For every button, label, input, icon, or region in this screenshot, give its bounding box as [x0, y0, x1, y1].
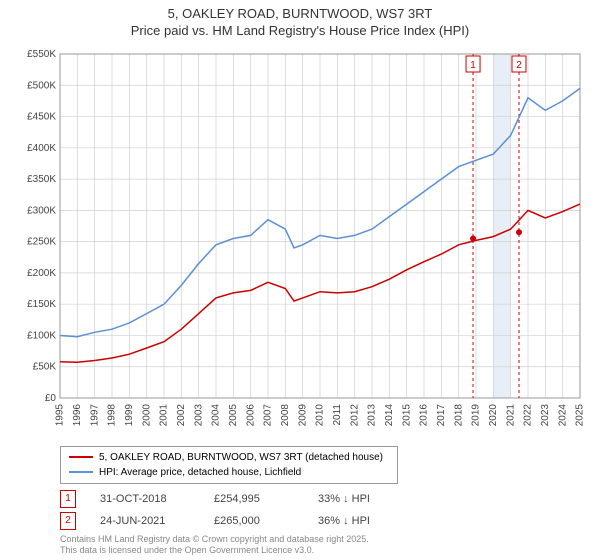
marker-delta: 33% ↓ HPI	[318, 493, 398, 505]
svg-text:£100K: £100K	[27, 330, 56, 341]
legend-item-price-paid: 5, OAKLEY ROAD, BURNTWOOD, WS7 3RT (deta…	[69, 450, 389, 465]
svg-text:2017: 2017	[436, 403, 447, 426]
svg-text:2025: 2025	[575, 403, 586, 426]
svg-text:£150K: £150K	[27, 299, 56, 310]
svg-text:2011: 2011	[332, 403, 343, 425]
svg-text:£200K: £200K	[27, 268, 56, 279]
attribution-line-1: Contains HM Land Registry data © Crown c…	[60, 534, 600, 545]
chart-svg: £0 £50K £100K £150K £200K £250K £300K £350K £400…	[10, 44, 590, 444]
svg-text:2013: 2013	[367, 403, 378, 426]
svg-text:1996: 1996	[72, 403, 83, 426]
legend-label: 5, OAKLEY ROAD, BURNTWOOD, WS7 3RT (deta…	[99, 450, 383, 465]
svg-text:2001: 2001	[159, 403, 170, 426]
svg-text:2005: 2005	[228, 403, 239, 426]
svg-text:2008: 2008	[280, 403, 291, 426]
svg-text:2004: 2004	[211, 403, 222, 426]
svg-text:2020: 2020	[488, 403, 499, 426]
chart-container: 5, OAKLEY ROAD, BURNTWOOD, WS7 3RT Price…	[0, 0, 600, 560]
svg-text:2024: 2024	[557, 403, 568, 426]
svg-text:2023: 2023	[540, 403, 551, 426]
svg-text:2007: 2007	[263, 403, 274, 426]
attribution-line-2: This data is licensed under the Open Gov…	[60, 545, 600, 556]
svg-text:£250K: £250K	[27, 236, 56, 247]
chart-title: 5, OAKLEY ROAD, BURNTWOOD, WS7 3RT Price…	[0, 0, 600, 40]
svg-text:2003: 2003	[193, 403, 204, 426]
legend: 5, OAKLEY ROAD, BURNTWOOD, WS7 3RT (deta…	[60, 446, 398, 484]
marker-table: 1 31-OCT-2018 £254,995 33% ↓ HPI 2 24-JU…	[60, 490, 600, 530]
svg-text:2016: 2016	[419, 403, 430, 426]
svg-text:2015: 2015	[401, 403, 412, 426]
legend-swatch	[69, 456, 93, 458]
svg-text:2009: 2009	[297, 403, 308, 426]
marker-row-1: 1 31-OCT-2018 £254,995 33% ↓ HPI	[60, 490, 600, 508]
svg-text:£0: £0	[45, 393, 57, 404]
svg-text:£300K: £300K	[27, 205, 56, 216]
svg-text:£350K: £350K	[27, 174, 56, 185]
svg-text:2002: 2002	[176, 403, 187, 426]
legend-label: HPI: Average price, detached house, Lich…	[99, 465, 301, 480]
marker-price: £265,000	[214, 515, 294, 527]
svg-text:2006: 2006	[245, 403, 256, 426]
svg-text:2014: 2014	[384, 403, 395, 426]
attribution: Contains HM Land Registry data © Crown c…	[60, 534, 600, 556]
svg-text:2000: 2000	[141, 403, 152, 426]
svg-text:1: 1	[470, 60, 476, 71]
title-line-1: 5, OAKLEY ROAD, BURNTWOOD, WS7 3RT	[0, 6, 600, 23]
svg-text:£550K: £550K	[27, 49, 56, 60]
marker-badge: 1	[60, 490, 76, 508]
svg-text:2022: 2022	[523, 403, 534, 426]
title-line-2: Price paid vs. HM Land Registry's House …	[0, 23, 600, 40]
svg-text:2018: 2018	[453, 403, 464, 426]
svg-text:2019: 2019	[471, 403, 482, 426]
svg-text:2010: 2010	[315, 403, 326, 426]
svg-text:2: 2	[516, 60, 522, 71]
chart-plot: £0 £50K £100K £150K £200K £250K £300K £350K £400…	[10, 44, 590, 444]
svg-text:2012: 2012	[349, 403, 360, 426]
svg-text:£500K: £500K	[27, 80, 56, 91]
svg-text:2021: 2021	[505, 403, 516, 426]
legend-swatch	[69, 471, 93, 473]
marker-delta: 36% ↓ HPI	[318, 515, 398, 527]
marker-badge: 2	[60, 512, 76, 530]
marker-date: 31-OCT-2018	[100, 493, 190, 505]
svg-text:£400K: £400K	[27, 143, 56, 154]
svg-text:1999: 1999	[124, 403, 135, 426]
legend-item-hpi: HPI: Average price, detached house, Lich…	[69, 465, 389, 480]
svg-text:1998: 1998	[107, 403, 118, 426]
svg-text:£50K: £50K	[33, 362, 57, 373]
marker-price: £254,995	[214, 493, 294, 505]
svg-text:1997: 1997	[89, 403, 100, 426]
marker-row-2: 2 24-JUN-2021 £265,000 36% ↓ HPI	[60, 512, 600, 530]
svg-text:£450K: £450K	[27, 111, 56, 122]
svg-text:1995: 1995	[55, 403, 66, 426]
marker-date: 24-JUN-2021	[100, 515, 190, 527]
